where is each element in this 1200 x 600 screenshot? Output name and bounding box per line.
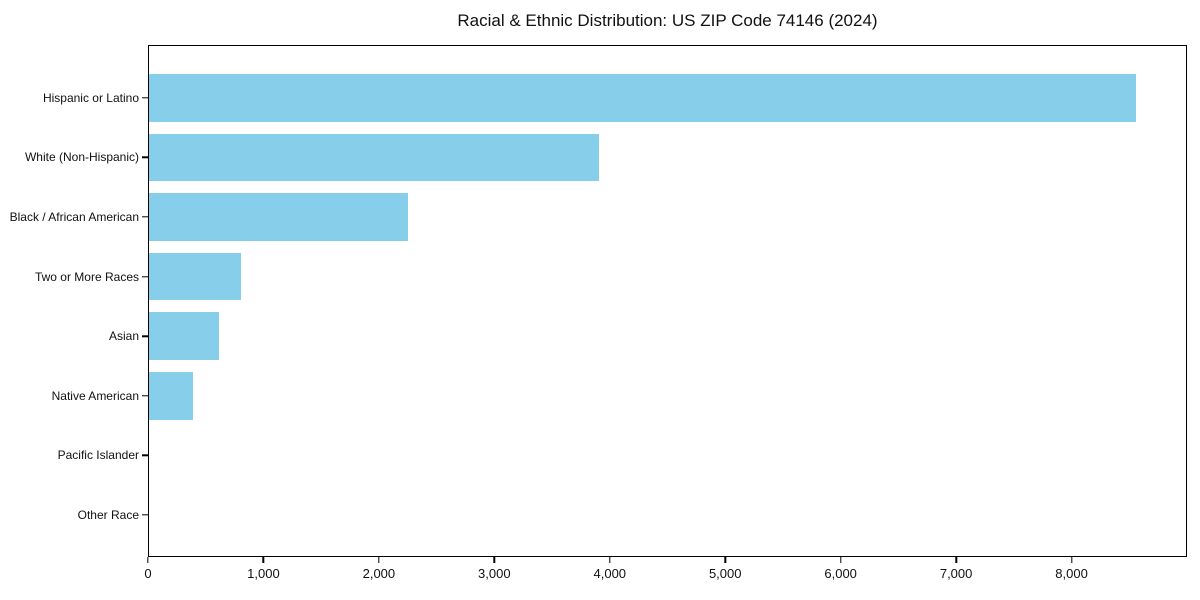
bar: [149, 252, 242, 301]
y-axis-tick: [142, 335, 148, 337]
y-axis-label: Hispanic or Latino: [42, 90, 139, 105]
x-axis-tick: [955, 557, 957, 563]
x-axis-tick-label: 3,000: [478, 566, 511, 581]
y-axis-tick: [142, 216, 148, 218]
bar: [149, 371, 194, 420]
y-axis-label: White (Non-Hispanic): [24, 150, 139, 165]
bar: [149, 133, 600, 182]
x-axis-tick-label: 7,000: [939, 566, 973, 581]
x-axis-tick-label: 5,000: [708, 566, 742, 581]
y-axis-label: Asian: [108, 329, 139, 344]
x-axis-tick: [839, 557, 842, 563]
x-axis-tick-label: 6,000: [824, 566, 857, 581]
y-axis-tick: [142, 514, 148, 516]
plot-area: [148, 45, 1187, 557]
x-axis-tick: [609, 557, 611, 563]
x-axis-tick-label: 0: [144, 566, 152, 581]
y-axis-label: Two or More Races: [34, 269, 139, 284]
bar: [149, 193, 408, 241]
y-axis-label: Black / African American: [9, 210, 139, 224]
x-axis-tick-label: 8,000: [1055, 566, 1088, 581]
y-axis-label: Pacific Islander: [57, 448, 139, 463]
x-axis-tick: [493, 557, 496, 563]
x-axis-tick: [724, 557, 726, 563]
bar: [149, 73, 1137, 122]
bar: [149, 312, 220, 361]
x-axis-tick-label: 1,000: [247, 566, 280, 581]
y-axis-tick: [142, 156, 148, 159]
x-axis-tick: [147, 557, 149, 563]
x-axis-tick: [378, 557, 380, 563]
y-axis-label: Other Race: [77, 508, 139, 522]
y-axis-tick: [142, 454, 148, 457]
y-axis-label: Native American: [51, 388, 139, 403]
y-axis-tick: [142, 275, 148, 278]
x-axis-tick: [1070, 557, 1073, 563]
y-axis-tick: [142, 97, 148, 99]
chart-title: Racial & Ethnic Distribution: US ZIP Cod…: [457, 11, 878, 30]
x-axis-tick-label: 4,000: [593, 566, 627, 581]
x-axis-tick-label: 2,000: [362, 566, 396, 581]
y-axis-tick: [142, 395, 148, 397]
x-axis-tick: [262, 557, 265, 563]
